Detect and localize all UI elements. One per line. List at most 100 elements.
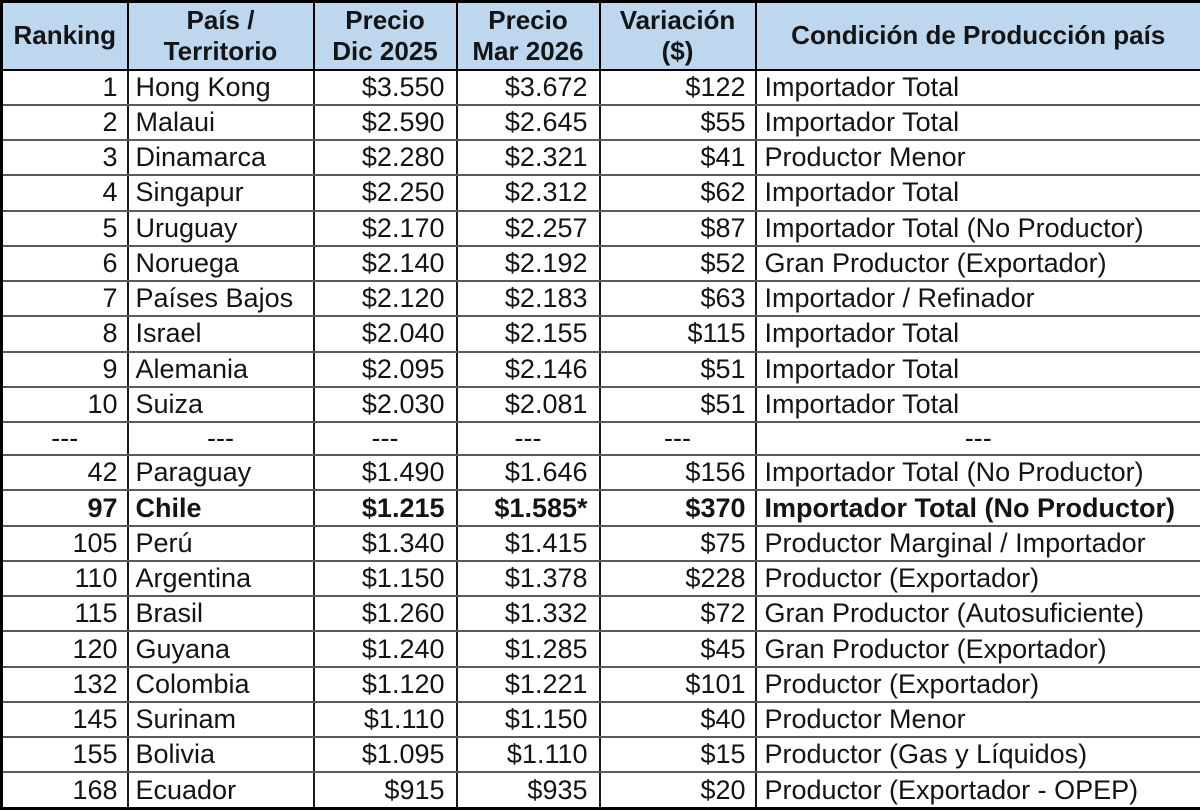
table-row: 145 Surinam $1.110 $1.150 $40 Productor …: [0, 700, 1200, 739]
column-header-variacion: Variación ($): [598, 0, 757, 71]
cell-precio-dic: ---: [312, 420, 458, 457]
cell-pais: Chile: [126, 489, 315, 527]
cell-precio-dic: $2.040: [312, 315, 458, 353]
cell-precio-dic: $915: [312, 771, 458, 810]
cell-precio-mar: $1.646: [455, 454, 601, 492]
cell-ranking: 7: [0, 279, 129, 318]
cell-pais: Bolivia: [126, 736, 315, 774]
cell-condicion: ---: [754, 420, 1200, 457]
cell-pais: Países Bajos: [126, 279, 315, 318]
cell-variacion: $40: [598, 700, 757, 739]
cell-condicion: Importador Total: [754, 385, 1200, 424]
header-row: Ranking País / Territorio Precio Dic 202…: [0, 0, 1200, 71]
cell-ranking: 120: [0, 630, 129, 668]
cell-precio-mar: $2.183: [455, 279, 601, 318]
cell-condicion: Gran Productor (Autosuficiente): [754, 595, 1200, 633]
table-row: 5 Uruguay $2.170 $2.257 $87 Importador T…: [0, 209, 1200, 247]
table-row: 42 Paraguay $1.490 $1.646 $156 Importado…: [0, 454, 1200, 492]
cell-variacion: $72: [598, 595, 757, 633]
cell-variacion: $63: [598, 279, 757, 318]
table-row: 7 Países Bajos $2.120 $2.183 $63 Importa…: [0, 279, 1200, 318]
cell-precio-mar: $1.110: [455, 736, 601, 774]
cell-pais: Perú: [126, 524, 315, 562]
cell-precio-dic: $1.095: [312, 736, 458, 774]
cell-variacion: $55: [598, 103, 757, 142]
cell-ranking: 115: [0, 595, 129, 633]
cell-precio-mar: $1.221: [455, 665, 601, 703]
table-row: 132 Colombia $1.120 $1.221 $101 Producto…: [0, 665, 1200, 703]
cell-condicion: Importador Total: [754, 68, 1200, 106]
cell-condicion: Gran Productor (Exportador): [754, 244, 1200, 283]
cell-ranking: 97: [0, 489, 129, 527]
table-body: 1 Hong Kong $3.550 $3.672 $122 Importado…: [0, 68, 1200, 810]
column-header-pais: País / Territorio: [126, 0, 315, 71]
cell-variacion: $228: [598, 559, 757, 598]
cell-variacion: $156: [598, 454, 757, 492]
cell-condicion: Productor (Exportador): [754, 559, 1200, 598]
cell-precio-dic: $2.250: [312, 174, 458, 212]
cell-precio-mar: $2.321: [455, 138, 601, 177]
cell-pais: Paraguay: [126, 454, 315, 492]
table-row: 10 Suiza $2.030 $2.081 $51 Importador To…: [0, 385, 1200, 424]
cell-ranking: 42: [0, 454, 129, 492]
cell-condicion: Importador Total: [754, 350, 1200, 388]
table-row: 2 Malaui $2.590 $2.645 $55 Importador To…: [0, 103, 1200, 142]
cell-condicion: Productor (Exportador): [754, 665, 1200, 703]
cell-ranking: 4: [0, 174, 129, 212]
cell-condicion: Productor Menor: [754, 138, 1200, 177]
cell-pais: Uruguay: [126, 209, 315, 247]
cell-precio-mar: $1.332: [455, 595, 601, 633]
cell-ranking: 2: [0, 103, 129, 142]
column-header-ranking: Ranking: [0, 0, 129, 71]
cell-ranking: 8: [0, 315, 129, 353]
cell-variacion: $52: [598, 244, 757, 283]
cell-condicion: Productor Marginal / Importador: [754, 524, 1200, 562]
cell-precio-mar: $2.192: [455, 244, 601, 283]
table-row: 155 Bolivia $1.095 $1.110 $15 Productor …: [0, 736, 1200, 774]
cell-precio-mar: ---: [455, 420, 601, 457]
cell-precio-mar: $2.081: [455, 385, 601, 424]
cell-condicion: Productor (Exportador - OPEP): [754, 771, 1200, 810]
cell-variacion: $41: [598, 138, 757, 177]
cell-precio-mar: $2.257: [455, 209, 601, 247]
table-header: Ranking País / Territorio Precio Dic 202…: [0, 0, 1200, 71]
cell-pais: Malaui: [126, 103, 315, 142]
table-row: 8 Israel $2.040 $2.155 $115 Importador T…: [0, 315, 1200, 353]
cell-precio-mar: $1.150: [455, 700, 601, 739]
cell-precio-dic: $1.215: [312, 489, 458, 527]
cell-precio-dic: $2.170: [312, 209, 458, 247]
cell-ranking: 145: [0, 700, 129, 739]
cell-precio-dic: $2.030: [312, 385, 458, 424]
table-row: 9 Alemania $2.095 $2.146 $51 Importador …: [0, 350, 1200, 388]
cell-condicion: Productor (Gas y Líquidos): [754, 736, 1200, 774]
table-row: 3 Dinamarca $2.280 $2.321 $41 Productor …: [0, 138, 1200, 177]
cell-ranking: 10: [0, 385, 129, 424]
cell-condicion: Importador Total: [754, 174, 1200, 212]
cell-precio-mar: $1.378: [455, 559, 601, 598]
table-row: 110 Argentina $1.150 $1.378 $228 Product…: [0, 559, 1200, 598]
cell-ranking: 105: [0, 524, 129, 562]
cell-ranking: 1: [0, 68, 129, 106]
cell-precio-mar: $1.415: [455, 524, 601, 562]
cell-variacion: $115: [598, 315, 757, 353]
cell-precio-dic: $2.120: [312, 279, 458, 318]
table-row: 105 Perú $1.340 $1.415 $75 Productor Mar…: [0, 524, 1200, 562]
cell-precio-dic: $1.490: [312, 454, 458, 492]
column-header-condicion: Condición de Producción país: [754, 0, 1200, 71]
cell-precio-dic: $2.095: [312, 350, 458, 388]
cell-pais: Ecuador: [126, 771, 315, 810]
cell-condicion: Importador Total (No Productor): [754, 489, 1200, 527]
cell-variacion: $370: [598, 489, 757, 527]
cell-precio-mar: $2.312: [455, 174, 601, 212]
cell-precio-dic: $1.240: [312, 630, 458, 668]
cell-variacion: $62: [598, 174, 757, 212]
cell-pais: Suiza: [126, 385, 315, 424]
cell-ranking: 168: [0, 771, 129, 810]
cell-precio-dic: $1.340: [312, 524, 458, 562]
cell-precio-mar: $1.285: [455, 630, 601, 668]
cell-precio-dic: $1.120: [312, 665, 458, 703]
cell-ranking: 5: [0, 209, 129, 247]
cell-pais: Brasil: [126, 595, 315, 633]
cell-precio-dic: $2.140: [312, 244, 458, 283]
